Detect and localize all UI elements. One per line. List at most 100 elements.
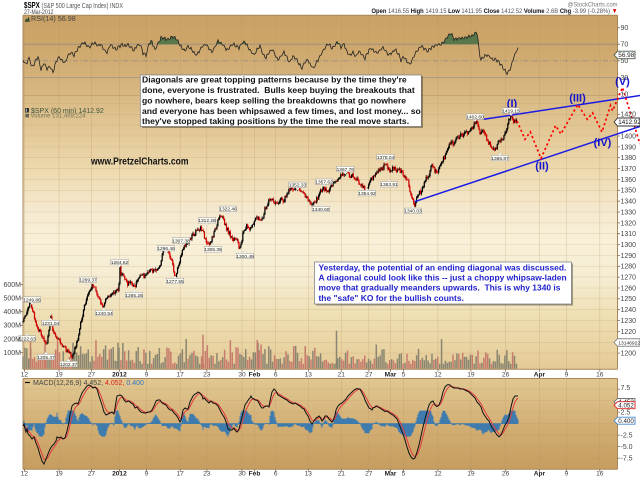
svg-text:1249.86: 1249.86 (23, 297, 41, 303)
svg-text:$SPX (S&P 500 Large Cap Index): $SPX (S&P 500 Large Cap Index) INDX (24, 0, 123, 10)
svg-text:1340.03: 1340.03 (404, 209, 422, 215)
svg-text:(I): (I) (507, 98, 518, 110)
svg-text:the "safe" KO for the bullish: the "safe" KO for the bullish counts. (319, 293, 464, 303)
svg-text:300M: 300M (3, 323, 21, 330)
svg-text:move that gradually meanders u: move that gradually meanders upwards. Th… (319, 283, 561, 293)
svg-text:27-Mar-2012: 27-Mar-2012 (24, 9, 54, 16)
svg-text:50: 50 (621, 58, 629, 65)
svg-text:1367.76: 1367.76 (337, 167, 355, 173)
svg-text:1340.60: 1340.60 (312, 207, 330, 213)
svg-text:1205.47: 1205.47 (37, 355, 55, 361)
svg-text:0.400: 0.400 (618, 418, 634, 425)
svg-text:27: 27 (365, 471, 373, 478)
svg-text:1352.33: 1352.33 (289, 183, 307, 189)
svg-text:5: 5 (402, 371, 406, 378)
svg-text:1310: 1310 (621, 231, 637, 238)
svg-text:(II): (II) (535, 161, 549, 173)
svg-text:23: 23 (203, 371, 211, 378)
svg-text:1284.62: 1284.62 (111, 260, 129, 266)
svg-text:Mar: Mar (385, 471, 397, 478)
svg-text:MACD(12,26,9) 4.452, 4.052, 0.: MACD(12,26,9) 4.452, 4.052, 0.400 (33, 380, 144, 387)
svg-text:16: 16 (596, 371, 604, 378)
svg-text:1269.37: 1269.37 (79, 278, 97, 284)
svg-text:16: 16 (596, 471, 604, 478)
svg-text:1402.60: 1402.60 (466, 114, 484, 120)
svg-text:they've stopped taking positio: they've stopped taking positions by the … (142, 116, 409, 126)
svg-text:1390: 1390 (621, 144, 637, 151)
svg-text:1357.62: 1357.62 (315, 180, 333, 186)
svg-text:23: 23 (203, 471, 211, 478)
svg-text:5: 5 (402, 471, 406, 478)
svg-text:1322.46: 1322.46 (219, 207, 237, 213)
svg-text:1370: 1370 (621, 166, 637, 173)
svg-text:1220: 1220 (621, 329, 637, 336)
svg-text:1312.28: 1312.28 (198, 218, 216, 224)
svg-text:27: 27 (88, 371, 96, 378)
svg-text:1250: 1250 (621, 296, 637, 303)
svg-text:1320: 1320 (621, 220, 637, 227)
svg-text:56.98: 56.98 (618, 52, 634, 59)
svg-text:1290: 1290 (621, 253, 637, 260)
svg-text:1305.36: 1305.36 (204, 247, 222, 253)
svg-text:1419.15: 1419.15 (502, 108, 520, 114)
svg-text:13: 13 (305, 371, 313, 378)
svg-text:600M: 600M (3, 282, 21, 289)
svg-text:1277.55: 1277.55 (166, 279, 184, 285)
svg-text:400M: 400M (3, 309, 21, 316)
svg-text:26: 26 (502, 371, 510, 378)
svg-text:9: 9 (145, 471, 149, 478)
svg-text:1400: 1400 (621, 133, 637, 140)
svg-text:Volume 131,469,224: Volume 131,469,224 (31, 114, 87, 120)
svg-text:12: 12 (434, 471, 442, 478)
svg-text:done, everyone is frustrated.: done, everyone is frustrated. Bulls keep… (142, 85, 415, 95)
svg-text:1420: 1420 (621, 112, 637, 119)
svg-text:www.PretzelCharts.com: www.PretzelCharts.com (90, 156, 188, 167)
svg-text:1340: 1340 (621, 199, 637, 206)
svg-text:30: 30 (238, 471, 246, 478)
svg-text:A diagonal could look like thi: A diagonal could look like this -- just … (319, 272, 567, 282)
svg-text:1386.87: 1386.87 (491, 156, 509, 162)
svg-text:2012: 2012 (112, 371, 127, 378)
svg-text:9: 9 (145, 371, 149, 378)
svg-text:1350: 1350 (621, 188, 637, 195)
svg-text:1360: 1360 (621, 177, 637, 184)
svg-text:4.052: 4.052 (618, 402, 634, 409)
svg-text:1260: 1260 (621, 285, 637, 292)
svg-text:Mar: Mar (385, 371, 397, 378)
svg-text:19: 19 (467, 471, 475, 478)
svg-text:12: 12 (21, 471, 29, 478)
svg-text:21: 21 (338, 371, 346, 378)
svg-text:(V): (V) (615, 76, 630, 88)
svg-text:1380: 1380 (621, 155, 637, 162)
svg-text:Open 1416.55 High 1419.15 Low: Open 1416.55 High 1419.15 Low 1411.95 Cl… (372, 8, 618, 15)
svg-text:17: 17 (177, 471, 185, 478)
svg-text:@StockCharts.com: @StockCharts.com (568, 2, 618, 9)
svg-text:27: 27 (365, 371, 373, 378)
svg-text:-7.5: -7.5 (621, 456, 633, 463)
svg-text:$SPX (60 min) 1412.92: $SPX (60 min) 1412.92 (31, 108, 104, 115)
svg-text:17: 17 (177, 371, 185, 378)
svg-text:1280: 1280 (621, 264, 637, 271)
svg-text:26: 26 (502, 471, 510, 478)
svg-text:Apr: Apr (534, 471, 546, 478)
svg-text:1230: 1230 (621, 318, 637, 325)
svg-text:19: 19 (55, 471, 63, 478)
svg-text:1202.37: 1202.37 (60, 362, 78, 368)
svg-text:1222.63: 1222.63 (18, 336, 36, 342)
svg-text:go nowhere, bears keep selling: go nowhere, bears keep selling the break… (142, 95, 406, 105)
svg-text:Yesterday, the potential of an: Yesterday, the potential of an ending di… (319, 262, 567, 272)
svg-text:1363.81: 1363.81 (380, 182, 398, 188)
svg-text:Feb: Feb (249, 371, 261, 378)
svg-text:1330: 1330 (621, 209, 637, 216)
svg-text:200M: 200M (3, 336, 21, 343)
svg-text:-5.0: -5.0 (621, 444, 633, 451)
svg-text:1296.46: 1296.46 (157, 246, 175, 252)
svg-text:1240.54: 1240.54 (95, 311, 113, 317)
svg-text:100M: 100M (3, 350, 21, 357)
svg-text:19: 19 (467, 371, 475, 378)
svg-text:9: 9 (565, 371, 569, 378)
svg-text:21: 21 (338, 471, 346, 478)
svg-text:(III): (III) (569, 93, 586, 105)
svg-text:Feb: Feb (249, 471, 261, 478)
svg-text:1200: 1200 (621, 351, 637, 358)
